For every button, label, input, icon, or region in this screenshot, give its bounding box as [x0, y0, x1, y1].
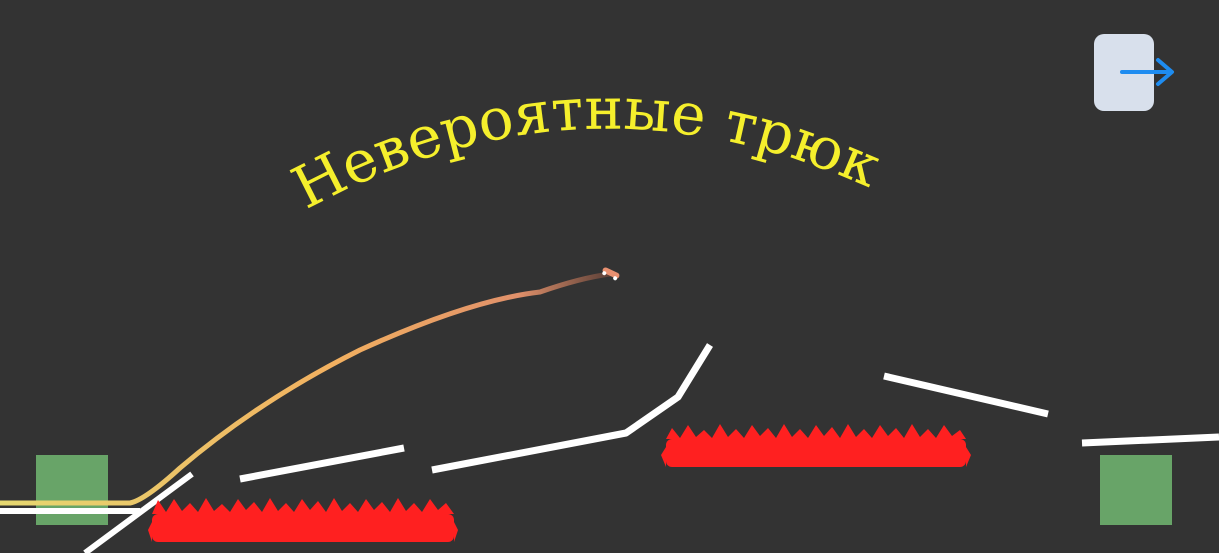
spike-hazard-middle — [661, 424, 971, 467]
level-title-text: Невероятные трюки — [0, 0, 890, 222]
spike-hazard-left — [148, 498, 458, 542]
track-segment-3 — [883, 372, 1049, 418]
next-level-button[interactable] — [1094, 34, 1174, 111]
track-segment-1 — [239, 444, 405, 483]
arrow-right-icon — [1120, 58, 1174, 86]
finish-platform — [1081, 433, 1219, 447]
track-segment-2 — [431, 343, 713, 474]
level-title: Невероятные трюки — [0, 0, 890, 222]
vehicle-trail — [0, 271, 613, 506]
vehicle — [602, 267, 620, 281]
finish-zone — [1100, 455, 1172, 525]
start-zone — [36, 455, 108, 525]
launch-ramp — [83, 471, 194, 553]
